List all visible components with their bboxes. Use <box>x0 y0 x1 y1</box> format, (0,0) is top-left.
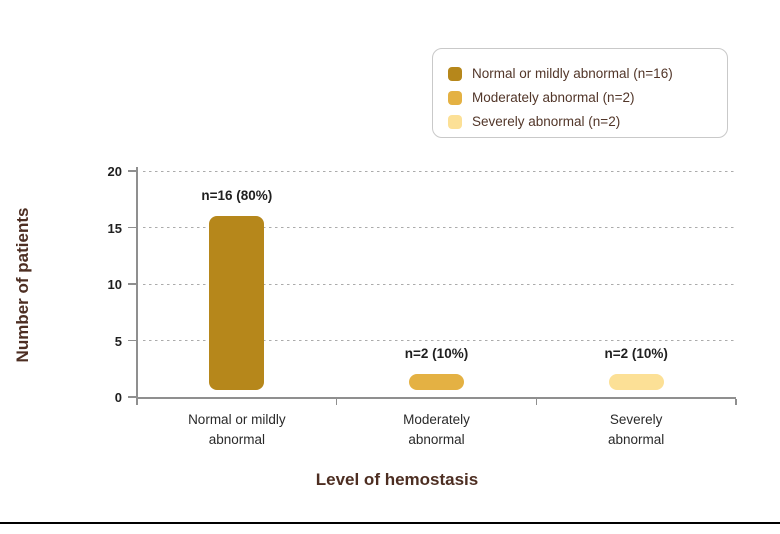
legend-item-label: Normal or mildly abnormal (n=16) <box>472 66 673 82</box>
y-tick-mark <box>128 339 137 342</box>
y-tick-label: 10 <box>107 277 122 292</box>
grid-line <box>143 170 736 172</box>
y-tick-label: 15 <box>107 220 122 236</box>
x-axis-title: Level of hemostasis <box>315 470 479 489</box>
bar-value-label: n=2 (10%) <box>404 346 469 362</box>
y-axis-line <box>136 167 138 404</box>
bar <box>209 216 265 390</box>
legend-item-label: Moderately abnormal (n=2) <box>472 90 635 106</box>
x-tick-mark <box>735 398 737 405</box>
x-category-label: Moderately abnormal <box>403 412 470 447</box>
legend: Normal or mildly abnormal (n=16) Moderate… <box>432 48 728 138</box>
x-tick-mark <box>535 398 538 405</box>
bottom-divider <box>0 522 780 524</box>
y-tick-label: 5 <box>114 333 122 349</box>
legend-item: Severely abnormal (n=2) <box>448 110 717 134</box>
grid-line <box>143 283 736 285</box>
bar-value-label: n=16 (80%) <box>201 188 273 204</box>
y-tick-mark <box>128 396 137 398</box>
legend-item-label: Severely abnormal (n=2) <box>472 114 621 130</box>
y-axis-title: Number of patients <box>13 207 32 363</box>
legend-swatch <box>448 115 462 129</box>
x-tick-mark <box>136 398 138 405</box>
bar-value-label: n=2 (10%) <box>604 346 668 362</box>
bar <box>608 374 664 390</box>
x-category-label: Normal or mildly abnormal <box>188 412 286 447</box>
grid-line <box>143 227 736 228</box>
x-axis-line <box>136 397 736 399</box>
grid-line <box>143 340 736 341</box>
x-tick-mark <box>335 398 338 405</box>
bar <box>409 374 464 390</box>
y-tick-label: 20 <box>107 164 122 179</box>
legend-swatch <box>448 67 462 81</box>
y-tick-mark <box>128 226 137 229</box>
y-tick-mark <box>128 170 137 172</box>
y-tick-label: 0 <box>114 390 122 405</box>
legend-item: Moderately abnormal (n=2) <box>448 86 717 110</box>
legend-item: Normal or mildly abnormal (n=16) <box>448 62 717 86</box>
legend-swatch <box>448 91 462 105</box>
x-category-label: Severely abnormal <box>608 412 665 447</box>
y-tick-mark <box>128 283 137 285</box>
